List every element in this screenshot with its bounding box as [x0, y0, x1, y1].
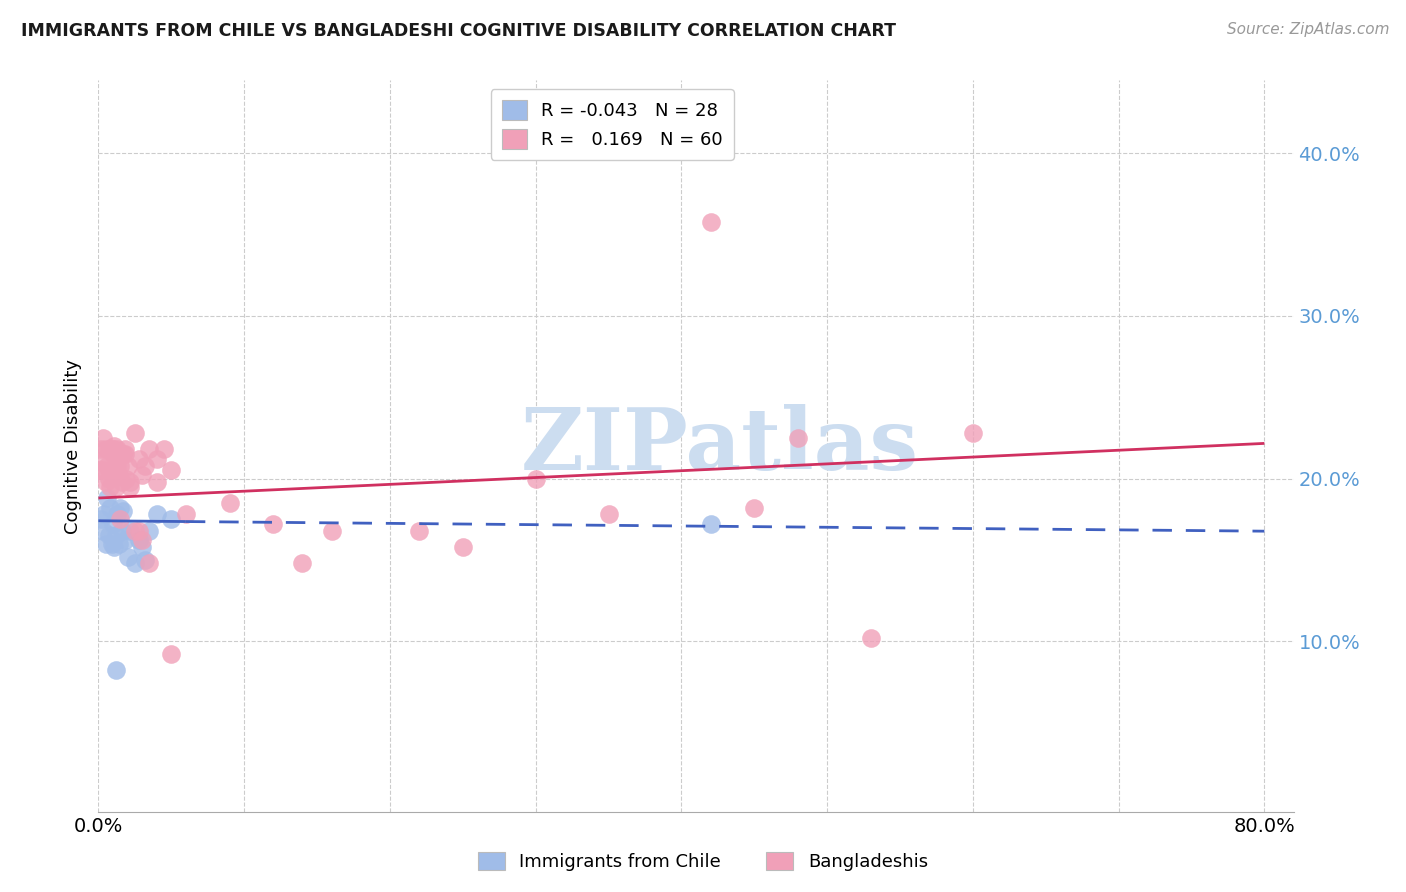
Y-axis label: Cognitive Disability: Cognitive Disability: [65, 359, 83, 533]
Point: [524, 471, 547, 485]
Point: [128, 524, 150, 538]
Point: [110, 500, 132, 515]
Point: [120, 475, 142, 489]
Point: [128, 533, 150, 548]
Point: [94, 442, 117, 457]
Point: [145, 475, 167, 489]
Point: [138, 442, 160, 457]
Point: [134, 458, 156, 473]
Point: [124, 524, 146, 538]
Text: Source: ZipAtlas.com: Source: ZipAtlas.com: [1226, 22, 1389, 37]
Point: [93, 508, 115, 522]
Point: [742, 500, 765, 515]
Point: [174, 508, 197, 522]
Point: [98, 500, 121, 515]
Point: [100, 536, 122, 550]
Point: [101, 516, 124, 531]
Point: [699, 215, 721, 229]
Point: [101, 442, 124, 457]
Point: [110, 512, 132, 526]
Point: [451, 540, 474, 554]
Point: [117, 549, 139, 564]
Point: [89, 463, 111, 477]
Point: [160, 647, 183, 661]
Point: [110, 458, 132, 473]
Point: [131, 468, 153, 483]
Point: [103, 439, 125, 453]
Point: [131, 540, 153, 554]
Point: [218, 496, 240, 510]
Point: [321, 524, 343, 538]
Point: [108, 468, 131, 483]
Point: [160, 463, 183, 477]
Point: [699, 516, 721, 531]
Point: [90, 512, 112, 526]
Point: [115, 471, 138, 485]
Point: [105, 458, 128, 473]
Point: [101, 447, 124, 461]
Point: [94, 475, 117, 489]
Point: [138, 524, 160, 538]
Point: [120, 480, 142, 494]
Point: [145, 452, 167, 467]
Point: [91, 431, 114, 445]
Point: [598, 508, 620, 522]
Point: [96, 491, 118, 505]
Point: [117, 458, 139, 473]
Point: [153, 442, 176, 457]
Point: [138, 556, 160, 570]
Point: [124, 425, 146, 440]
Point: [104, 480, 127, 494]
Point: [111, 524, 134, 538]
Point: [91, 524, 114, 538]
Point: [134, 553, 156, 567]
Point: [91, 463, 114, 477]
Point: [108, 536, 131, 550]
Legend: R = -0.043   N = 28, R =   0.169   N = 60: R = -0.043 N = 28, R = 0.169 N = 60: [491, 89, 734, 160]
Point: [114, 442, 136, 457]
Point: [787, 431, 810, 445]
Point: [859, 631, 882, 645]
Point: [114, 533, 136, 548]
Point: [101, 468, 124, 483]
Point: [104, 528, 127, 542]
Point: [98, 480, 121, 494]
Point: [104, 458, 127, 473]
Point: [262, 516, 284, 531]
Point: [105, 442, 128, 457]
Point: [93, 452, 115, 467]
Point: [128, 452, 150, 467]
Point: [94, 536, 117, 550]
Point: [100, 442, 122, 457]
Point: [291, 556, 314, 570]
Point: [124, 556, 146, 570]
Point: [112, 447, 135, 461]
Point: [90, 442, 112, 457]
Point: [97, 442, 120, 457]
Legend: Immigrants from Chile, Bangladeshis: Immigrants from Chile, Bangladeshis: [471, 845, 935, 879]
Point: [131, 533, 153, 548]
Point: [160, 512, 183, 526]
Point: [103, 540, 125, 554]
Point: [962, 425, 984, 440]
Text: ZIPatlas: ZIPatlas: [520, 404, 920, 488]
Point: [105, 508, 128, 522]
Point: [97, 471, 120, 485]
Point: [112, 504, 135, 518]
Point: [114, 447, 136, 461]
Point: [104, 663, 127, 677]
Point: [98, 463, 121, 477]
Text: IMMIGRANTS FROM CHILE VS BANGLADESHI COGNITIVE DISABILITY CORRELATION CHART: IMMIGRANTS FROM CHILE VS BANGLADESHI COG…: [21, 22, 896, 40]
Point: [120, 524, 142, 538]
Point: [96, 458, 118, 473]
Point: [145, 508, 167, 522]
Point: [111, 475, 134, 489]
Point: [408, 524, 430, 538]
Point: [97, 528, 120, 542]
